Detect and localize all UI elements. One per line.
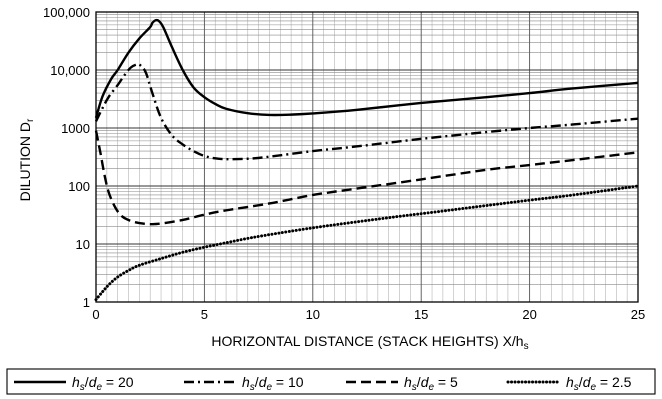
x-axis-label: HORIZONTAL DISTANCE (STACK HEIGHTS) X/hs <box>211 333 528 352</box>
series-layer <box>94 18 640 302</box>
legend-item-hs-de-2-5: hs/de = 2.5 <box>506 374 632 393</box>
x-tick-label: 20 <box>522 307 536 322</box>
legend-item-hs-de-5: hs/de = 5 <box>346 374 458 393</box>
y-tick-label: 100,000 <box>43 5 90 20</box>
series-hs-de-20-line <box>94 18 639 119</box>
plot-frame <box>95 11 639 303</box>
legend-label: hs/de = 5 <box>404 374 458 393</box>
series-hs-de-10-line <box>94 62 639 161</box>
legend-label: hs/de = 20 <box>72 374 134 393</box>
series-hs-de-2-5-line <box>94 184 640 302</box>
legend-item-hs-de-20: hs/de = 20 <box>14 374 134 393</box>
x-tick-label: 10 <box>306 307 320 322</box>
y-tick-labels: 1 10 100 1000 10,000 100,000 <box>43 5 90 310</box>
y-axis-label-text: DILUTION D <box>17 122 33 201</box>
y-tick-label: 10 <box>76 237 90 252</box>
x-axis-label-subscript: s <box>524 341 529 352</box>
y-axis-label-subscript: r <box>25 118 36 122</box>
y-tick-label: 10,000 <box>50 63 90 78</box>
x-tick-labels: 0 5 10 15 20 25 <box>92 307 645 322</box>
y-tick-label: 100 <box>68 179 90 194</box>
legend-label: hs/de = 10 <box>242 374 304 393</box>
y-axis-label: DILUTION Dr <box>17 118 36 201</box>
y-tick-label: 1000 <box>61 121 90 136</box>
x-tick-label: 15 <box>414 307 428 322</box>
x-tick-label: 25 <box>631 307 645 322</box>
y-tick-label: 1 <box>83 295 90 310</box>
minor-gridlines <box>96 12 638 302</box>
x-tick-label: 0 <box>92 307 99 322</box>
legend-label: hs/de = 2.5 <box>566 374 632 393</box>
x-tick-label: 5 <box>201 307 208 322</box>
legend: hs/de = 20 hs/de = 10 hs/de = 5 hs/de = 2.5 <box>14 374 632 393</box>
x-axis-label-text: HORIZONTAL DISTANCE (STACK HEIGHTS) X/h <box>211 333 523 349</box>
series-hs-de-5-line <box>94 130 639 226</box>
legend-item-hs-de-10: hs/de = 10 <box>184 374 304 393</box>
